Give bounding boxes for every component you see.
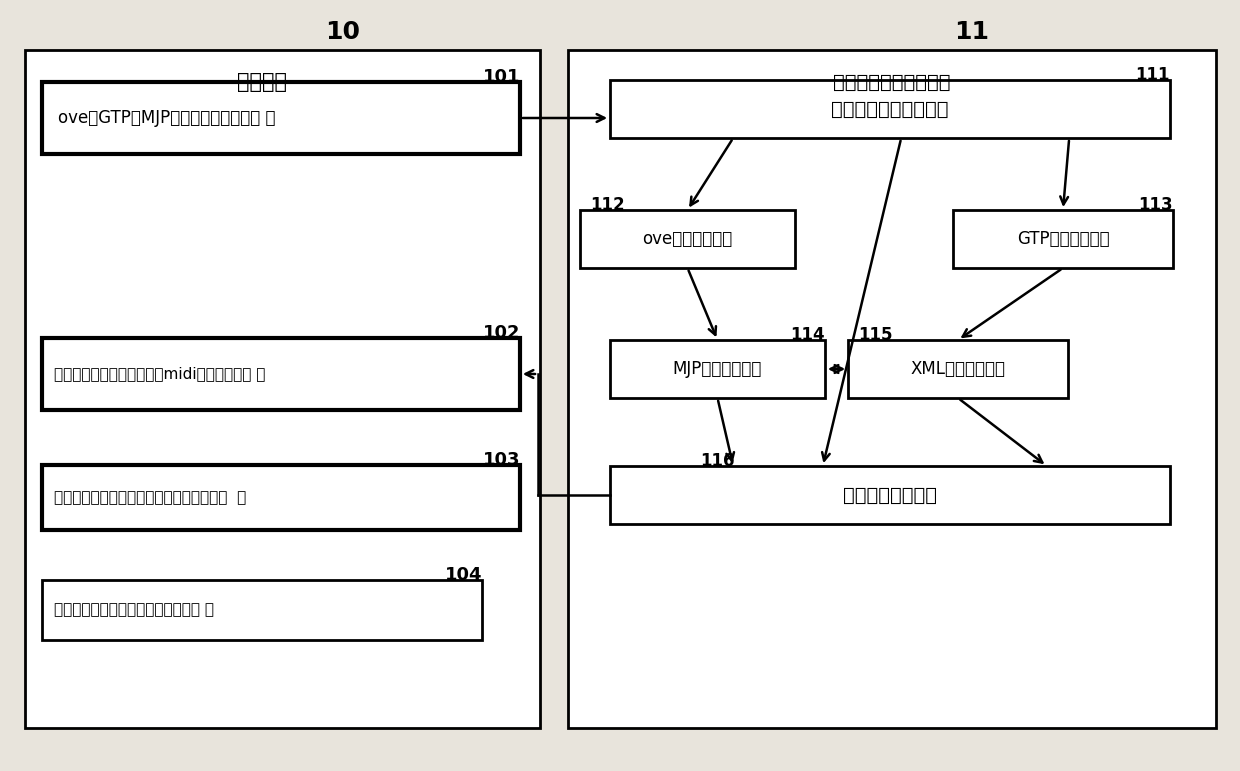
Text: 103: 103 [482,451,520,469]
Bar [610,80,1171,138]
Bar [954,210,1173,268]
Text: 113: 113 [1138,196,1173,214]
Text: ove文件解析模块: ove文件解析模块 [642,230,733,248]
Text: 101: 101 [482,68,520,86]
Text: 评判细节、评分结果、以及积分信息 图: 评判细节、评分结果、以及积分信息 图 [55,602,215,618]
Bar [42,465,520,530]
Text: 存储设备: 存储设备 [238,72,288,92]
Text: 包含乐谱排版、伴奏和频谱信息的合成文件  图: 包含乐谱排版、伴奏和频谱信息的合成文件 图 [55,490,247,505]
Text: XML文件解析模块: XML文件解析模块 [910,360,1006,378]
Text: 标准排版信息、音符信息、midi音频信息文件 图: 标准排版信息、音符信息、midi音频信息文件 图 [55,366,265,382]
Bar [42,338,520,410]
Text: 111: 111 [1136,66,1171,84]
Bar [42,82,520,154]
Bar [580,210,795,268]
Text: 10: 10 [325,20,360,44]
Text: 有效信息提取模块: 有效信息提取模块 [843,486,937,504]
Bar [610,340,825,398]
Text: 电子乐谱格式解析系统: 电子乐谱格式解析系统 [833,72,951,92]
Text: MJP文件解析模块: MJP文件解析模块 [673,360,763,378]
Bar [25,50,539,728]
Text: 乐谱类型特征分析模块: 乐谱类型特征分析模块 [831,99,949,119]
Bar [42,580,482,640]
Text: 115: 115 [858,326,893,344]
Text: 112: 112 [590,196,625,214]
Text: 116: 116 [701,452,734,470]
Bar [610,466,1171,524]
Text: GTP文件解析模块: GTP文件解析模块 [1017,230,1110,248]
Text: 104: 104 [444,566,482,584]
Bar [848,340,1068,398]
Bar [568,50,1216,728]
Text: 11: 11 [955,20,990,44]
Text: 114: 114 [790,326,825,344]
Text: ove、GTP、MJP等电子乐谱排版文件 图: ove、GTP、MJP等电子乐谱排版文件 图 [58,109,275,127]
Text: 102: 102 [482,324,520,342]
